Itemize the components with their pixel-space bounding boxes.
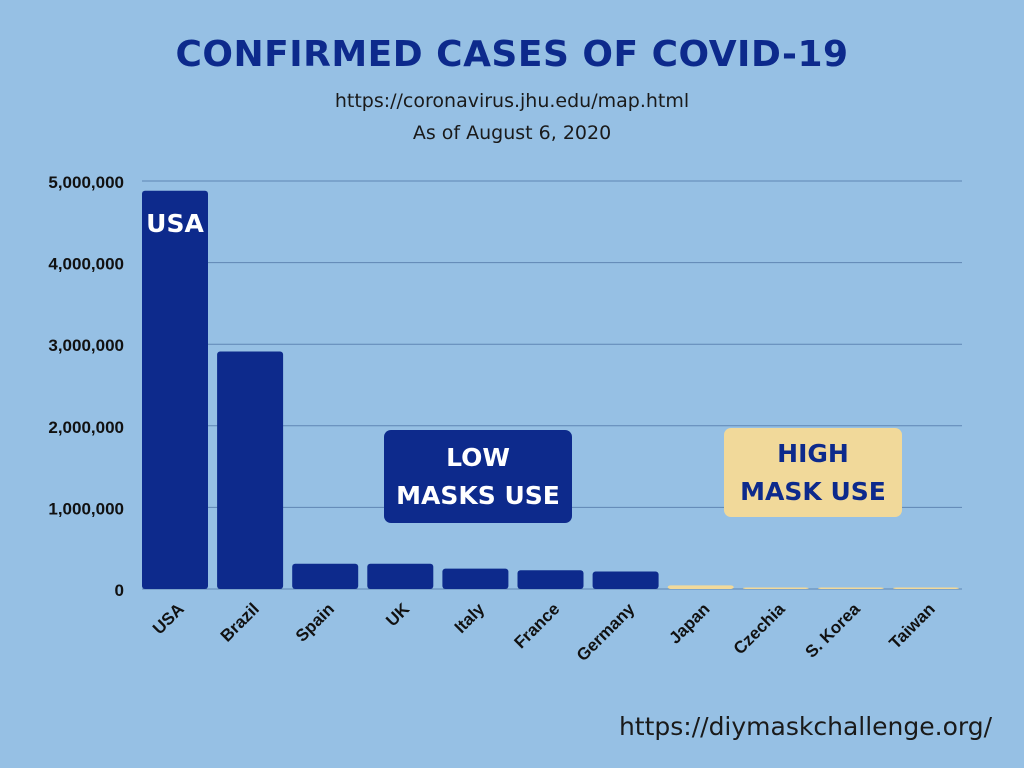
low-callout-line-1: LOW (446, 442, 510, 472)
bar-france (517, 570, 584, 589)
high-mask-use-callout: HIGH MASK USE (724, 428, 902, 517)
x-tick-label: USA (149, 599, 188, 638)
footer-url[interactable]: https://diymaskchallenge.org/ (618, 712, 992, 741)
bar-uk (367, 563, 434, 589)
date-subtitle: As of August 6, 2020 (412, 122, 612, 144)
high-callout-line-2: MASK USE (740, 476, 886, 506)
bar-spain (292, 563, 359, 589)
source-subtitle: https://coronavirus.jhu.edu/map.html (334, 90, 690, 112)
y-tick-label: 1,000,000 (48, 499, 124, 518)
x-tick-label: Brazil (217, 599, 263, 645)
chart-title: CONFIRMED CASES OF COVID-19 (175, 34, 849, 75)
bar-czechia (742, 587, 809, 589)
x-tick-label: Japan (665, 599, 713, 647)
x-tick-label: France (510, 599, 563, 652)
y-tick-label: 5,000,000 (48, 173, 124, 192)
x-tick-label: UK (382, 599, 413, 630)
y-tick-label: 4,000,000 (48, 255, 124, 274)
x-tick-label: Italy (451, 599, 489, 637)
bar-italy (442, 568, 509, 589)
y-tick-label: 2,000,000 (48, 418, 124, 437)
x-tick-label: Spain (292, 599, 338, 645)
bar-taiwan (893, 587, 959, 589)
y-tick-label: 0 (115, 581, 124, 600)
bar-brazil (217, 351, 284, 589)
x-tick-label: Germany (573, 599, 639, 665)
bar-japan (667, 585, 734, 589)
x-tick-label: S. Korea (802, 599, 865, 662)
bar-label-usa: USA (146, 209, 204, 238)
low-callout-line-2: MASKS USE (396, 480, 560, 510)
bar-s-korea (817, 587, 884, 589)
x-tick-label: Taiwan (886, 599, 939, 652)
bar-germany (592, 571, 659, 589)
x-tick-label: Czechia (730, 599, 789, 658)
bar-usa (142, 190, 208, 590)
low-mask-use-callout: LOW MASKS USE (384, 430, 572, 523)
high-callout-line-1: HIGH (777, 438, 849, 468)
y-tick-label: 3,000,000 (48, 336, 124, 355)
